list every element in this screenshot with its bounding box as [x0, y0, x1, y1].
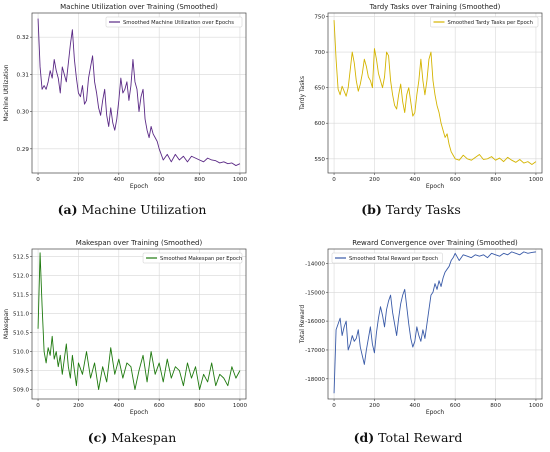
- x-tick-label: 0: [332, 177, 336, 183]
- caption-text: Tardy Tasks: [382, 202, 461, 217]
- x-tick-label: 0: [36, 177, 40, 183]
- y-tick-label: 700: [314, 50, 325, 56]
- y-tick-label: 0.31: [17, 72, 30, 78]
- legend-box: [142, 252, 243, 264]
- y-tick-label: -16000: [305, 319, 325, 325]
- x-tick-label: 600: [154, 177, 165, 183]
- series-line: [333, 20, 537, 165]
- legend-label: Smoothed Machine Utilization over Epochs: [123, 20, 234, 26]
- x-tick-label: 600: [450, 177, 461, 183]
- legend-box: [105, 16, 243, 28]
- legend-label: Smoothed Total Reward per Epoch: [349, 256, 438, 262]
- caption-text: Total Reward: [374, 430, 462, 445]
- x-tick-label: 1000: [233, 177, 248, 183]
- x-tick-label: 1000: [529, 403, 544, 409]
- x-tick-label: 1000: [529, 177, 544, 183]
- legend: Smoothed Total Reward per Epoch: [331, 252, 443, 264]
- x-tick-label: 200: [369, 177, 380, 183]
- x-axis-label: Epoch: [130, 183, 149, 190]
- series-line: [333, 251, 537, 394]
- y-tick-label: 511.5: [13, 293, 29, 299]
- x-tick-label: 200: [73, 403, 84, 409]
- y-tick-label: -14000: [305, 261, 325, 267]
- legend: Smoothed Tardy Tasks per Epoch: [430, 16, 539, 28]
- y-tick-label: 512.0: [13, 274, 29, 280]
- chart-title: Tardy Tasks over Training (Smoothed): [369, 3, 501, 11]
- x-tick-label: 800: [490, 177, 501, 183]
- caption-letter: (a): [58, 202, 78, 217]
- x-tick-label: 800: [490, 403, 501, 409]
- series-line: [37, 252, 241, 390]
- y-tick-label: 750: [314, 15, 325, 21]
- x-tick-label: 0: [332, 403, 336, 409]
- caption-text: Machine Utilization: [78, 202, 207, 217]
- legend: Smoothed Machine Utilization over Epochs: [105, 16, 243, 28]
- y-axis-label: Tardy Tasks: [299, 76, 306, 111]
- caption-text: Makespan: [107, 430, 176, 445]
- legend-label: Smoothed Makespan per Epoch: [160, 256, 242, 262]
- gridlines: [32, 13, 246, 173]
- y-tick-label: 650: [314, 86, 325, 92]
- y-tick-label: 0.32: [17, 35, 29, 41]
- legend-label: Smoothed Tardy Tasks per Epoch: [448, 20, 533, 26]
- y-tick-label: 512.5: [13, 255, 29, 261]
- y-tick-label: 0.30: [17, 110, 30, 116]
- x-tick-label: 200: [73, 177, 84, 183]
- y-tick-label: 0.29: [17, 147, 30, 153]
- caption-letter: (c): [88, 430, 107, 445]
- x-tick-label: 400: [113, 177, 124, 183]
- y-axis-label: Makespan: [3, 309, 10, 339]
- y-tick-label: -17000: [305, 348, 325, 354]
- plot-frame: [327, 248, 543, 400]
- chart-panel-4: 0 200 400 600 800 1000 -18000 -17000 -16000 -1500…: [299, 239, 543, 445]
- x-tick-label: 1000: [233, 403, 248, 409]
- gridlines: [328, 249, 542, 399]
- subfigure-caption: (a) Machine Utilization: [58, 202, 207, 217]
- x-tick-label: 600: [450, 403, 461, 409]
- legend-box: [331, 252, 443, 264]
- x-tick-label: 400: [409, 177, 420, 183]
- y-axis-label: Machine Utilization: [3, 64, 10, 121]
- chart-title: Machine Utilization over Training (Smoot…: [60, 3, 218, 11]
- plot-frame: [31, 248, 247, 400]
- x-tick-label: 400: [409, 403, 420, 409]
- caption-letter: (d): [354, 430, 375, 445]
- legend-box: [430, 16, 539, 28]
- plot-frame: [327, 12, 543, 174]
- x-tick-label: 600: [154, 403, 165, 409]
- y-tick-label: 509.5: [13, 369, 29, 375]
- chart-title: Makespan over Training (Smoothed): [76, 239, 203, 247]
- subfigure-caption: (c) Makespan: [88, 430, 177, 445]
- y-tick-label: 600: [314, 121, 325, 127]
- x-tick-label: 800: [194, 403, 205, 409]
- chart-panel-1: 0 200 400 600 800 1000 0.29 0.30 0.31 0.32 Machine…: [3, 3, 247, 217]
- y-tick-label: 510.5: [13, 331, 29, 337]
- x-tick-label: 400: [113, 403, 124, 409]
- x-tick-label: 0: [36, 403, 40, 409]
- legend: Smoothed Makespan per Epoch: [142, 252, 243, 264]
- x-axis-label: Epoch: [426, 183, 445, 190]
- chart-title: Reward Convergence over Training (Smooth…: [352, 239, 518, 247]
- y-tick-label: -18000: [305, 377, 325, 383]
- y-tick-label: -15000: [305, 290, 325, 296]
- series-line: [37, 18, 241, 167]
- y-tick-label: 510.0: [13, 350, 29, 356]
- subfigure-caption: (d) Total Reward: [354, 430, 463, 445]
- x-axis-label: Epoch: [130, 409, 149, 416]
- subfigure-caption: (b) Tardy Tasks: [361, 202, 461, 217]
- x-tick-label: 800: [194, 177, 205, 183]
- y-tick-label: 550: [314, 157, 325, 163]
- y-axis-label: Total Reward: [299, 305, 306, 344]
- caption-letter: (b): [361, 202, 382, 217]
- plot-frame: [31, 12, 247, 174]
- x-tick-label: 200: [369, 403, 380, 409]
- chart-panel-2: 0 200 400 600 800 1000 550 600 650 700 750 Tardy Ta…: [299, 3, 543, 217]
- y-tick-label: 509.0: [13, 388, 29, 394]
- y-tick-label: 511.0: [13, 312, 29, 318]
- x-axis-label: Epoch: [426, 409, 445, 416]
- chart-panel-3: 0 200 400 600 800 1000 509.0 509.5 510.0 510.5 511…: [3, 239, 247, 445]
